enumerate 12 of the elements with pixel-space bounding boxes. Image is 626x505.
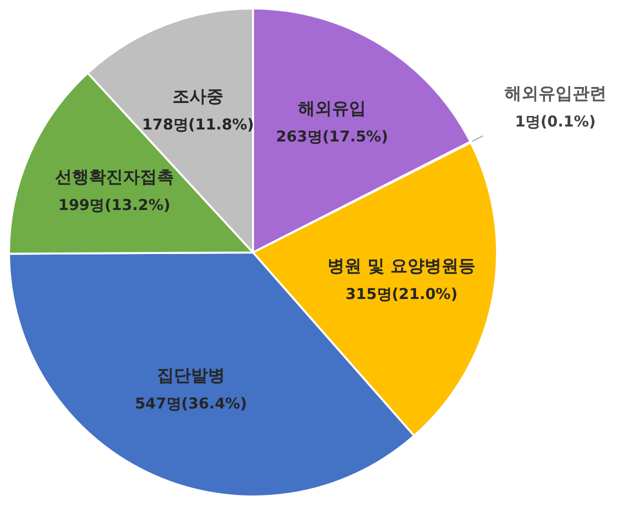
slice-label: 해외유입관련 xyxy=(504,84,606,104)
slice-label: 선행확진자접촉 xyxy=(54,168,174,188)
data-label: 315명(21.0%) xyxy=(345,285,458,304)
data-label: 199명(13.2%) xyxy=(58,196,170,214)
data-label: 1명(0.1%) xyxy=(515,112,596,130)
slice-label: 해외유입 xyxy=(298,98,366,119)
data-label: 547명(36.4%) xyxy=(134,394,248,412)
data-label: 178명(11.8%) xyxy=(142,115,254,134)
slice-label: 조사중 xyxy=(172,86,224,107)
slice-label: 집단발병 xyxy=(157,366,226,386)
data-label: 263명(17.5%) xyxy=(276,127,388,146)
slice-label: 병원 및 요양병원등 xyxy=(328,256,476,277)
